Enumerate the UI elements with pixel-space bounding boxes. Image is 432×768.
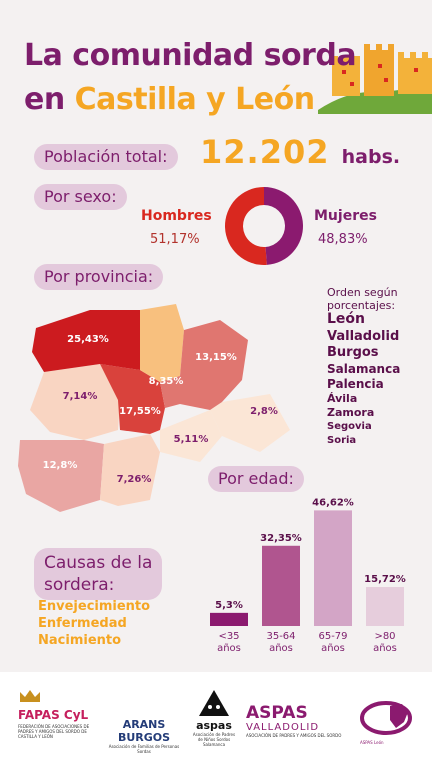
order-item-salamanca: Salamanca: [327, 362, 401, 376]
age-category-label-3-1: años: [373, 643, 397, 654]
age-value-label-1: 32,35%: [260, 533, 302, 544]
map-label-palencia: 8,35%: [149, 376, 184, 387]
map-label-zamora: 7,14%: [63, 391, 98, 402]
logo-aspas-valladolid: ASPAS VALLADOLID ASOCIACIÓN DE PADRES Y …: [246, 704, 346, 738]
triangle-logo-icon: [199, 690, 229, 716]
causes-list: Envejecimiento Enfermedad Nacimiento: [38, 598, 150, 649]
order-item-segovia: Segovia: [327, 421, 372, 432]
castle-illustration: [318, 44, 432, 114]
title-prefix: en: [24, 82, 75, 117]
cause-aging: Envejecimiento: [38, 599, 151, 614]
map-label-segovia: 5,11%: [174, 434, 209, 445]
map-label-valladolid: 17,55%: [119, 406, 161, 417]
province-zamora: [30, 364, 120, 440]
order-title: Orden según porcentajes:: [327, 286, 398, 312]
province-segovia: [160, 410, 222, 462]
logo-arans: ARANS BURGOS Asociación de Familias de P…: [104, 700, 184, 754]
women-percent: 48,83%: [318, 232, 368, 247]
logo-aspas-valladolid-caption: ASOCIACIÓN DE PADRES Y AMIGOS DEL SORDO: [246, 733, 342, 738]
logo-arans-caption: Asociación de Familias de Personas Sorda…: [108, 744, 180, 754]
province-label: Por provincia:: [34, 264, 164, 290]
logo-aspas-leon-name: ASPAS León: [360, 740, 384, 745]
age-category-label-1-0: 35-64: [266, 631, 295, 642]
order-item-valladolid: Valladolid: [327, 329, 400, 344]
logo-aspas-salamanca-caption: Asociación de Padres de Niños Sordos Sal…: [192, 732, 236, 747]
age-category-label-1-1: años: [269, 643, 293, 654]
map-label-soria: 2,8%: [250, 406, 278, 417]
title-highlight: Castilla y León: [74, 82, 315, 117]
population-total: 12.202 habs.: [200, 134, 400, 175]
causes-label-line1: Causas de la: [44, 553, 153, 573]
age-value-label-3: 15,72%: [364, 574, 406, 585]
age-bar-chart: 5,3%<35años32,35%35-64años46,62%65-79año…: [210, 497, 406, 654]
population-value: 12.202: [200, 133, 330, 171]
footer-logos: FAPAS CyL FEDERACIÓN DE ASOCIACIONES DE …: [0, 672, 432, 768]
order-item-zamora: Zamora: [327, 406, 375, 419]
province-valladolid: [100, 364, 165, 434]
donut-slice-mujeres: [264, 187, 303, 265]
sex-donut-chart: [224, 187, 303, 265]
age-value-label-0: 5,3%: [215, 600, 243, 611]
order-item-soria: Soria: [327, 435, 357, 446]
province-map: 25,43% 17,55% 13,15% 12,8% 8,35% 7,26% 7,14% 5,…: [18, 304, 290, 512]
donut-slice-hombres: [224, 187, 267, 265]
age-category-label-2-0: 65-79: [318, 631, 347, 642]
map-label-avila: 7,26%: [117, 474, 152, 485]
logo-fapas-caption: FEDERACIÓN DE ASOCIACIONES DE PADRES Y A…: [18, 724, 90, 739]
page-title-line1: La comunidad sorda: [24, 38, 357, 73]
logo-arans-name: ARANS BURGOS: [117, 718, 171, 744]
order-item-palencia: Palencia: [327, 377, 384, 391]
age-bar-0: [210, 612, 248, 626]
age-category-label-0-1: años: [217, 643, 241, 654]
order-item-leon: León: [327, 311, 366, 327]
population-label: Población total:: [34, 144, 178, 170]
men-percent: 51,17%: [150, 232, 200, 247]
province-order-list: León Valladolid Burgos Salamanca Palenci…: [327, 310, 400, 448]
page-title-line2: en Castilla y León: [24, 82, 315, 118]
order-item-avila: Ávila: [327, 392, 358, 405]
age-category-label-3-0: >80: [374, 631, 395, 642]
men-label: Hombres: [141, 208, 212, 224]
map-label-burgos: 13,15%: [195, 352, 237, 363]
order-item-burgos: Burgos: [327, 345, 379, 360]
causes-label: Causas de la sordera:: [34, 548, 163, 600]
province-burgos: [160, 320, 248, 410]
logo-fapas: FAPAS CyL FEDERACIÓN DE ASOCIACIONES DE …: [18, 688, 102, 739]
causes-label-line2: sordera:: [44, 575, 115, 595]
province-avila: [100, 434, 160, 506]
cause-birth: Nacimiento: [38, 633, 122, 648]
logo-aspas-salamanca-name: aspas: [196, 719, 232, 732]
province-soria: [210, 394, 290, 452]
age-value-label-2: 46,62%: [312, 497, 354, 508]
age-category-label-2-1: años: [321, 643, 345, 654]
province-salamanca: [18, 440, 104, 512]
logo-aspas-salamanca: aspas Asociación de Padres de Niños Sord…: [190, 690, 238, 747]
sex-label: Por sexo:: [34, 184, 127, 210]
logo-aspas-leon: ASPAS León: [360, 698, 418, 745]
logo-fapas-name: FAPAS CyL: [18, 708, 89, 722]
population-unit: habs.: [341, 146, 401, 168]
age-bar-1: [262, 545, 300, 626]
cause-illness: Enfermedad: [38, 616, 127, 631]
map-label-leon: 25,43%: [67, 334, 109, 345]
lion-logo-icon: [360, 701, 412, 735]
crown-icon: [20, 690, 40, 702]
map-label-salamanca: 12,8%: [43, 460, 78, 471]
province-leon: [32, 310, 140, 372]
logo-aspas-valladolid-sub: VALLADOLID: [246, 722, 320, 733]
age-category-label-0-0: <35: [218, 631, 239, 642]
province-palencia: [140, 304, 184, 382]
women-label: Mujeres: [314, 208, 377, 224]
age-bar-2: [314, 510, 352, 626]
age-bar-3: [366, 587, 404, 626]
age-label: Por edad:: [208, 466, 304, 492]
logo-aspas-valladolid-name: ASPAS: [246, 703, 308, 723]
